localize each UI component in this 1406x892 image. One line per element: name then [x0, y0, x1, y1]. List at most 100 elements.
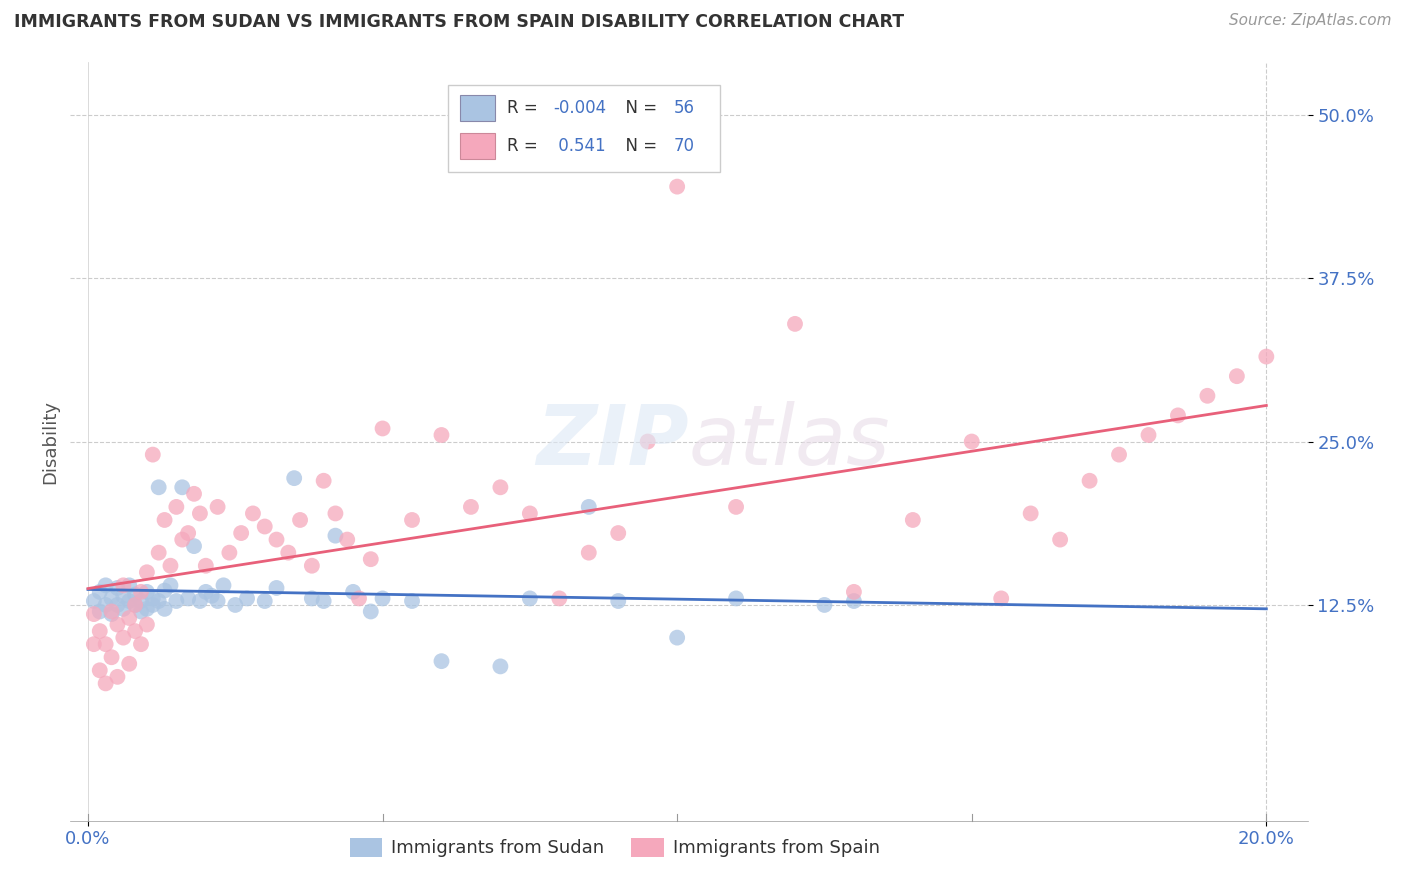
Point [231, 526, 253, 541]
Point [194, 585, 217, 599]
Point [112, 589, 135, 603]
Point [1019, 507, 1042, 521]
Text: -0.004: -0.004 [553, 99, 606, 117]
Point [83, 637, 105, 651]
Point [129, 585, 152, 599]
Point [401, 594, 423, 608]
Point [142, 448, 165, 462]
Text: R =: R = [508, 99, 543, 117]
Text: R =: R = [508, 136, 543, 155]
Point [401, 513, 423, 527]
Point [1256, 350, 1278, 364]
Point [89, 624, 111, 639]
Text: Source: ZipAtlas.com: Source: ZipAtlas.com [1229, 13, 1392, 29]
Point [124, 598, 146, 612]
Point [842, 585, 865, 599]
Point [342, 585, 364, 599]
Point [325, 529, 347, 543]
Point [107, 598, 129, 612]
Point [159, 558, 181, 573]
Point [813, 598, 835, 612]
Point [283, 471, 305, 485]
Point [1197, 389, 1219, 403]
Point [960, 434, 983, 449]
Point [112, 631, 135, 645]
Point [288, 513, 311, 527]
Point [177, 526, 200, 541]
Point [100, 591, 122, 606]
Point [94, 637, 117, 651]
Point [312, 474, 335, 488]
Point [607, 526, 630, 541]
Text: 0.541: 0.541 [553, 136, 606, 155]
Point [118, 611, 141, 625]
Point [607, 594, 630, 608]
Point [89, 605, 111, 619]
Y-axis label: Disability: Disability [41, 400, 59, 483]
Text: ZIP: ZIP [536, 401, 689, 482]
Point [1108, 448, 1130, 462]
Point [1137, 428, 1160, 442]
Point [94, 598, 117, 612]
Point [1167, 409, 1189, 423]
Point [901, 513, 924, 527]
Point [312, 594, 335, 608]
Point [301, 558, 323, 573]
Point [236, 591, 259, 606]
Legend: Immigrants from Sudan, Immigrants from Spain: Immigrants from Sudan, Immigrants from S… [342, 830, 887, 864]
Point [100, 605, 122, 619]
Point [94, 676, 117, 690]
Point [159, 578, 181, 592]
Point [135, 602, 157, 616]
Point [142, 598, 165, 612]
Point [94, 578, 117, 592]
Point [142, 591, 165, 606]
Point [430, 428, 453, 442]
Point [129, 605, 152, 619]
Point [207, 500, 229, 514]
Point [990, 591, 1012, 606]
Point [519, 507, 541, 521]
Point [129, 594, 152, 608]
Point [153, 513, 176, 527]
Point [124, 587, 146, 601]
Point [165, 500, 187, 514]
Point [266, 581, 288, 595]
Point [430, 654, 453, 668]
Point [242, 507, 264, 521]
Point [666, 631, 689, 645]
Point [153, 602, 176, 616]
Point [107, 581, 129, 595]
Point [124, 598, 146, 612]
Point [253, 519, 276, 533]
Point [1049, 533, 1071, 547]
Point [194, 558, 217, 573]
Point [172, 533, 194, 547]
Point [135, 566, 157, 580]
Point [183, 539, 205, 553]
Point [118, 594, 141, 608]
Point [783, 317, 806, 331]
Point [212, 578, 235, 592]
Point [266, 533, 288, 547]
Point [1078, 474, 1101, 488]
Point [347, 591, 370, 606]
Point [135, 585, 157, 599]
Point [301, 591, 323, 606]
Point [107, 617, 129, 632]
Point [489, 659, 512, 673]
Point [360, 552, 382, 566]
Text: atlas: atlas [689, 401, 890, 482]
FancyBboxPatch shape [460, 95, 495, 120]
Point [112, 578, 135, 592]
Point [89, 585, 111, 599]
Point [360, 605, 382, 619]
Text: 70: 70 [673, 136, 695, 155]
Point [172, 480, 194, 494]
Point [124, 624, 146, 639]
Text: N =: N = [614, 99, 662, 117]
Point [637, 434, 659, 449]
Point [107, 670, 129, 684]
Point [1226, 369, 1249, 384]
FancyBboxPatch shape [447, 85, 720, 172]
